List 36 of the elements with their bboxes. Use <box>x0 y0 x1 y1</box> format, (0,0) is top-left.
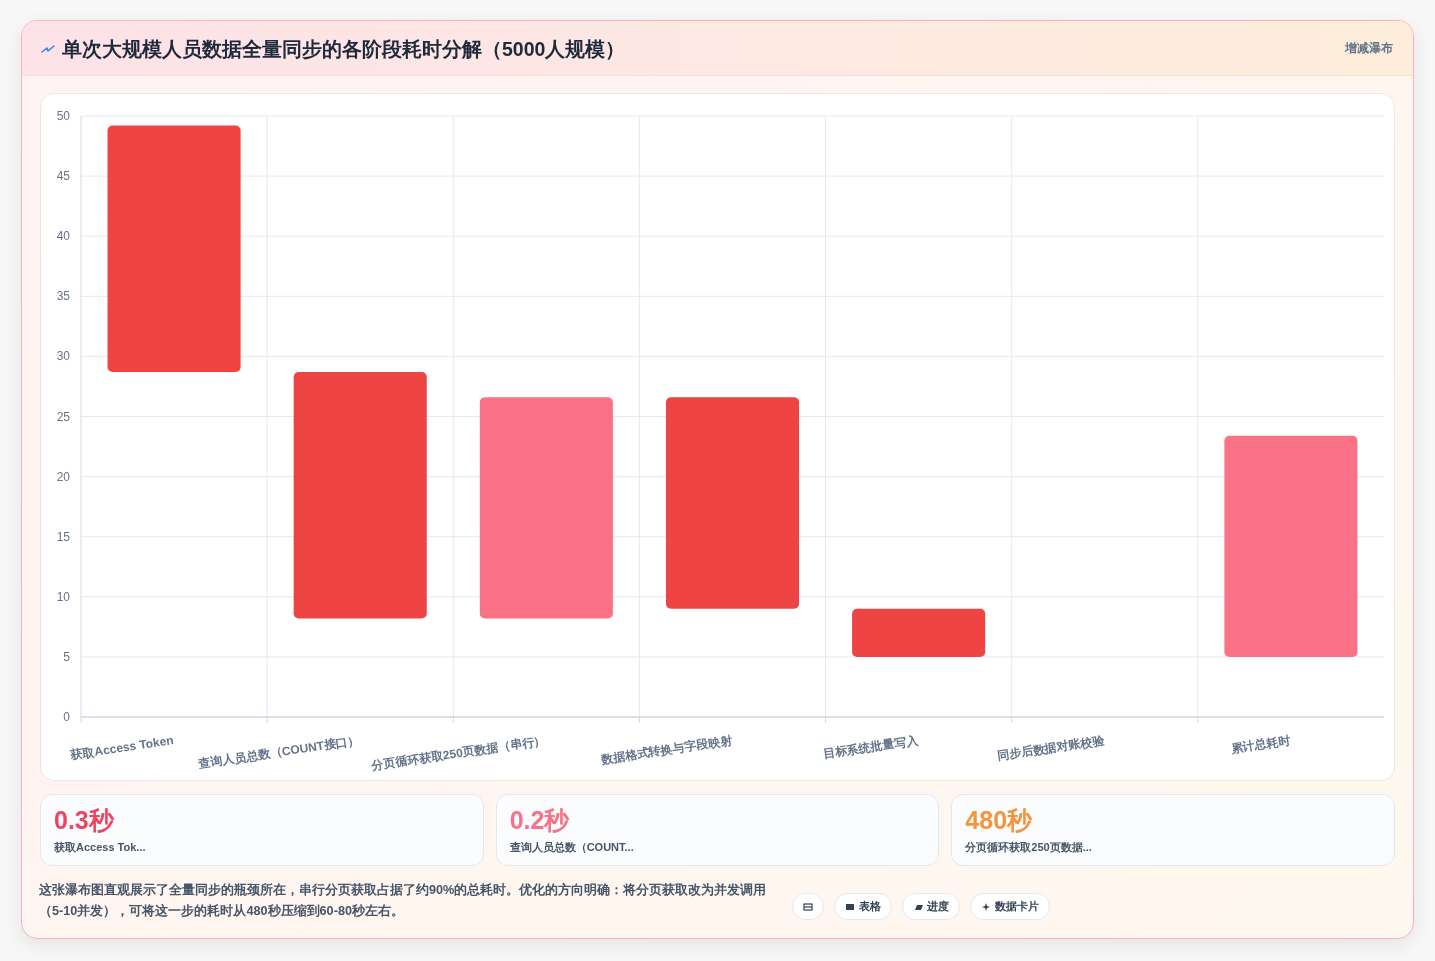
y-tick-label: 35 <box>56 289 71 304</box>
x-tick-label: 数据格式转换与字段映射 <box>599 733 733 767</box>
y-tick-label: 10 <box>56 589 71 604</box>
x-tick-label: 累计总耗时 <box>1228 733 1292 756</box>
bar <box>852 608 986 657</box>
text: 这张瀑布图直观展示了全量同步的瓶颈所在，串行分页获取占据了约90%的总耗时。优化的方向明确：将分页获取改为并发调用（5-10并发），可将这一步的耗时从480秒压缩到60-80秒左右。 <box>39 881 768 920</box>
y-tick-label: 45 <box>56 169 71 184</box>
x-tick-label: 获取Access Token <box>68 733 175 763</box>
category-label: 表格 <box>859 899 881 914</box>
y-tick-label: 15 <box>56 529 71 544</box>
y-tick-label: 40 <box>56 229 71 244</box>
bar <box>293 372 427 619</box>
text: 查询人员总数（COUNT... <box>509 840 634 855</box>
chart-title: 单次大规模人员数据全量同步的各阶段耗时分解（5000人规模） <box>62 37 626 62</box>
text: 0.3秒 <box>54 805 114 836</box>
text: 480秒 <box>965 805 1033 836</box>
x-tick-label: 查询人员总数（COUNT接口） <box>196 733 361 772</box>
x-tick-label: 分页循环获取250页数据（串行） <box>369 733 547 774</box>
bar <box>479 397 613 619</box>
y-tick-label: 25 <box>56 409 71 424</box>
text: 获取Access Tok... <box>54 840 146 855</box>
text: 0.2秒 <box>509 805 570 836</box>
text: 分页循环获取250页数据... <box>965 840 1092 855</box>
y-tick-label: 5 <box>63 649 71 664</box>
bar <box>107 125 241 373</box>
category-label: 进度 <box>927 899 949 914</box>
bar <box>1224 435 1358 657</box>
chart-subtitle: 增减瀑布 <box>1345 40 1393 56</box>
category-label: 数据卡片 <box>995 899 1039 914</box>
y-tick-label: 20 <box>56 469 71 484</box>
y-tick-label: 0 <box>63 710 71 724</box>
bar <box>665 397 800 609</box>
y-tick-label: 50 <box>56 109 71 123</box>
y-tick-label: 30 <box>56 349 71 364</box>
x-tick-label: 同步后数据对账校验 <box>996 732 1107 763</box>
x-tick-label: 目标系统批量写入 <box>822 732 921 762</box>
